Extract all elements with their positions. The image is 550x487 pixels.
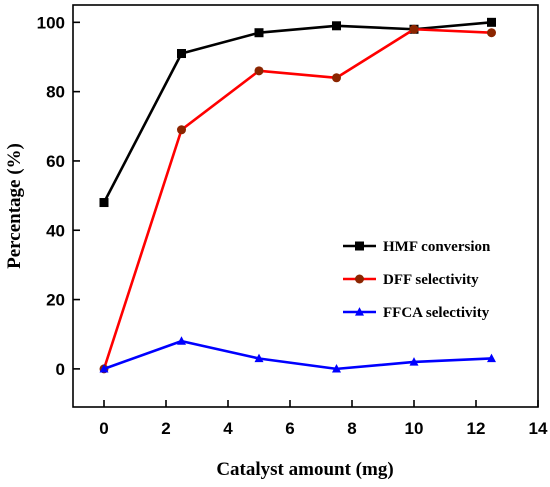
x-tick-label: 6 [285,419,294,438]
y-tick-label: 80 [46,83,65,102]
x-tick-label: 10 [405,419,424,438]
legend-label: DFF selectivity [383,272,479,288]
legend-item: DFF selectivity [343,272,479,288]
data-point [99,198,109,208]
data-point [99,364,109,373]
x-tick-label: 8 [347,419,356,438]
data-point [487,17,496,27]
y-tick-label: 60 [46,152,65,171]
data-point [332,21,341,31]
data-point [409,24,419,34]
x-tick-label: 4 [223,419,233,438]
data-point [254,353,264,363]
data-point [177,125,186,135]
data-point [177,49,186,59]
y-tick-label: 40 [46,221,65,240]
x-tick-label: 12 [467,419,486,438]
data-point [254,66,264,76]
y-axis-title: Percentage (%) [4,143,25,269]
legend-item: HMF conversion [343,239,491,255]
legend-marker [355,307,364,316]
data-point [177,336,186,345]
data-point [409,357,419,366]
x-tick-label: 2 [161,419,170,438]
y-tick-label: 0 [56,360,65,379]
x-axis-title: Catalyst amount (mg) [216,459,393,480]
legend-label: HMF conversion [383,239,491,255]
series-hmf-conversion [99,17,496,208]
ticks-layer: 0 2 4 6 8 10 12 14 0 20 40 60 80 100 [37,13,548,438]
series-layer [99,17,496,374]
legend-item: FFCA selectivity [343,305,490,321]
data-point [487,28,496,38]
x-tick-label: 0 [99,419,108,438]
legend-marker [355,241,364,251]
plot-frame [72,4,539,408]
legend: HMF conversion DFF selectivity FFCA select… [343,239,491,321]
data-point [487,353,496,363]
y-tick-label: 100 [37,13,65,32]
series-line [102,21,492,204]
x-tick-label: 14 [529,419,548,438]
data-point [332,73,341,83]
series-line [103,339,492,371]
legend-label: FFCA selectivity [383,305,490,321]
data-point [332,364,341,373]
y-tick-label: 20 [46,291,65,310]
series-ffca-selectivity [99,336,496,373]
series-dff-selectivity [99,24,496,374]
data-point [254,28,264,38]
legend-marker [355,274,364,284]
series-line [102,27,492,370]
